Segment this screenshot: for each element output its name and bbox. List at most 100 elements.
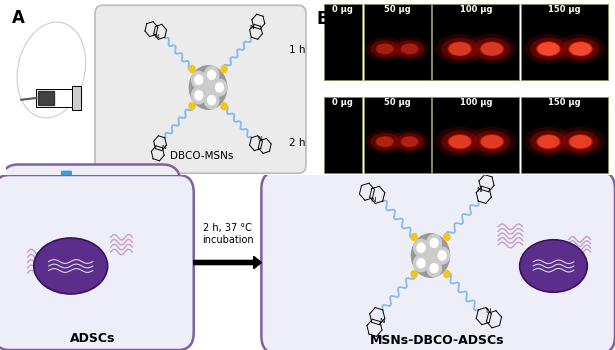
Bar <box>521 97 608 173</box>
Text: 2 h, 37 °C
incubation: 2 h, 37 °C incubation <box>202 223 253 245</box>
Circle shape <box>430 238 438 247</box>
Ellipse shape <box>524 34 573 64</box>
FancyBboxPatch shape <box>0 175 194 350</box>
Ellipse shape <box>481 42 503 56</box>
Circle shape <box>221 65 227 72</box>
Ellipse shape <box>448 134 472 149</box>
Ellipse shape <box>435 127 485 157</box>
Ellipse shape <box>391 37 429 61</box>
Ellipse shape <box>34 238 108 294</box>
Circle shape <box>191 71 206 88</box>
Text: N: N <box>486 308 491 314</box>
Circle shape <box>195 75 203 84</box>
FancyArrow shape <box>57 172 76 210</box>
Text: B: B <box>317 10 330 28</box>
Circle shape <box>208 96 215 105</box>
Polygon shape <box>323 177 615 219</box>
Ellipse shape <box>401 136 418 147</box>
Ellipse shape <box>400 43 419 55</box>
Text: N: N <box>154 34 159 39</box>
Text: 1 h: 1 h <box>289 46 306 55</box>
Polygon shape <box>73 86 81 110</box>
Bar <box>363 5 430 80</box>
FancyBboxPatch shape <box>95 5 306 173</box>
Text: N: N <box>258 136 262 141</box>
Circle shape <box>427 260 442 276</box>
Text: 2 h: 2 h <box>289 138 306 148</box>
Text: N: N <box>250 25 255 30</box>
Text: 50 μg: 50 μg <box>384 98 411 107</box>
Ellipse shape <box>536 134 561 149</box>
Ellipse shape <box>530 131 567 153</box>
Ellipse shape <box>376 44 394 54</box>
Ellipse shape <box>449 135 471 148</box>
Ellipse shape <box>17 22 85 118</box>
Ellipse shape <box>370 40 399 58</box>
Circle shape <box>203 82 213 93</box>
Bar <box>432 97 519 173</box>
Ellipse shape <box>467 34 517 64</box>
Ellipse shape <box>536 41 561 56</box>
Ellipse shape <box>375 136 394 147</box>
Circle shape <box>195 91 203 100</box>
Ellipse shape <box>401 44 418 54</box>
Circle shape <box>444 271 450 278</box>
FancyBboxPatch shape <box>261 172 615 350</box>
Text: N: N <box>477 187 482 193</box>
Circle shape <box>417 243 425 252</box>
Text: A: A <box>12 9 25 27</box>
Ellipse shape <box>538 42 560 56</box>
Ellipse shape <box>480 134 504 149</box>
Ellipse shape <box>569 135 592 148</box>
Circle shape <box>216 83 223 92</box>
Ellipse shape <box>400 136 419 147</box>
Bar <box>432 5 519 80</box>
Circle shape <box>414 255 429 272</box>
Ellipse shape <box>375 43 394 55</box>
Polygon shape <box>36 89 73 107</box>
Circle shape <box>438 251 446 260</box>
Circle shape <box>417 259 425 268</box>
Ellipse shape <box>435 34 485 64</box>
Ellipse shape <box>569 42 592 56</box>
Circle shape <box>435 247 450 264</box>
Ellipse shape <box>467 127 517 157</box>
Circle shape <box>204 92 219 108</box>
Ellipse shape <box>442 131 478 153</box>
Circle shape <box>444 233 450 240</box>
Text: N: N <box>379 318 384 324</box>
Ellipse shape <box>370 133 399 150</box>
Text: DBCO-MSNs: DBCO-MSNs <box>170 151 234 161</box>
Ellipse shape <box>391 130 429 153</box>
Text: 150 μg: 150 μg <box>548 5 581 14</box>
Ellipse shape <box>556 127 605 157</box>
Circle shape <box>411 271 417 278</box>
Bar <box>363 97 430 173</box>
Text: 50 μg: 50 μg <box>384 5 411 14</box>
Circle shape <box>189 66 227 109</box>
Text: 100 μg: 100 μg <box>459 98 492 107</box>
FancyArrow shape <box>194 256 261 269</box>
Circle shape <box>411 233 417 240</box>
Circle shape <box>426 250 435 261</box>
Text: 100 μg: 100 μg <box>459 5 492 14</box>
Ellipse shape <box>568 134 593 149</box>
Ellipse shape <box>395 40 424 58</box>
Circle shape <box>427 234 442 251</box>
Polygon shape <box>38 91 54 105</box>
Bar <box>323 97 362 173</box>
Text: MSNs-DBCO-ADSCs: MSNs-DBCO-ADSCs <box>370 334 504 347</box>
Circle shape <box>189 103 195 110</box>
Circle shape <box>212 79 227 96</box>
Ellipse shape <box>395 133 424 150</box>
Ellipse shape <box>562 38 599 60</box>
FancyArrow shape <box>57 172 76 210</box>
Ellipse shape <box>473 131 510 153</box>
Ellipse shape <box>376 136 394 147</box>
Text: ADSCs: ADSCs <box>68 317 113 330</box>
Ellipse shape <box>530 38 567 60</box>
Circle shape <box>430 264 438 273</box>
Ellipse shape <box>538 135 560 148</box>
Circle shape <box>204 66 219 83</box>
Ellipse shape <box>481 135 503 148</box>
